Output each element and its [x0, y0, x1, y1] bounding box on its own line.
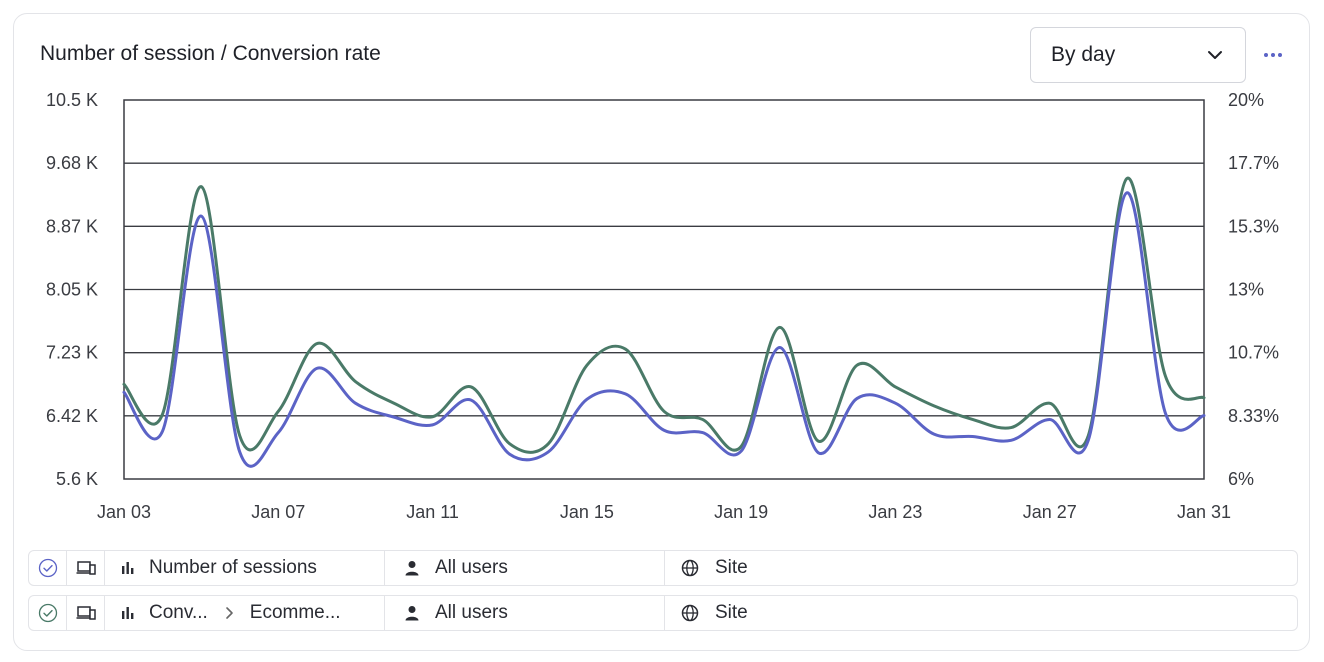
devices-icon — [76, 560, 96, 576]
metric-selector[interactable]: Number of sessions — [105, 551, 385, 585]
y-left-tick-label: 6.42 K — [46, 406, 98, 426]
bar-chart-icon — [121, 561, 135, 575]
check-circle-icon[interactable] — [38, 558, 58, 578]
y-right-tick-label: 8.33% — [1228, 406, 1279, 426]
scope-selector[interactable]: Site — [665, 596, 1297, 630]
scope-selector[interactable]: Site — [665, 551, 1297, 585]
series-line-sessions — [122, 191, 1206, 468]
x-tick-label: Jan 07 — [251, 502, 305, 522]
user-icon — [405, 560, 419, 576]
metric-selector[interactable]: Conv... Ecomme... — [105, 596, 385, 630]
segment-selector[interactable]: All users — [385, 551, 665, 585]
y-right-tick-label: 15.3% — [1228, 216, 1279, 236]
chevron-down-icon — [1205, 45, 1225, 65]
x-tick-label: Jan 27 — [1023, 502, 1077, 522]
x-tick-label: Jan 19 — [714, 502, 768, 522]
series-toggle[interactable] — [29, 551, 67, 585]
chevron-right-icon — [222, 606, 236, 620]
granularity-dropdown-value: By day — [1051, 43, 1116, 66]
chart-title: Number of session / Conversion rate — [40, 42, 381, 65]
bar-chart-icon — [121, 606, 135, 620]
x-tick-label: Jan 23 — [868, 502, 922, 522]
series-toggle[interactable] — [29, 596, 67, 630]
y-right-tick-label: 10.7% — [1228, 343, 1279, 363]
legend-row-sessions[interactable]: Number of sessions All users Site — [28, 550, 1298, 586]
y-right-tick-label: 6% — [1228, 469, 1254, 489]
devices-icon — [76, 605, 96, 621]
y-left-tick-label: 9.68 K — [46, 153, 98, 173]
more-horizontal-icon[interactable] — [1260, 44, 1286, 66]
segment-label: All users — [435, 602, 508, 623]
device-selector[interactable] — [67, 596, 105, 630]
y-right-tick-label: 17.7% — [1228, 153, 1279, 173]
check-circle-icon[interactable] — [38, 603, 58, 623]
segment-label: All users — [435, 557, 508, 578]
metric-label: Conv... — [149, 602, 208, 623]
x-tick-label: Jan 31 — [1177, 502, 1231, 522]
x-tick-label: Jan 15 — [560, 502, 614, 522]
x-tick-label: Jan 03 — [97, 502, 151, 522]
y-left-tick-label: 10.5 K — [46, 90, 98, 110]
device-selector[interactable] — [67, 551, 105, 585]
granularity-dropdown[interactable]: By day — [1030, 27, 1246, 83]
globe-icon — [681, 604, 699, 622]
user-icon — [405, 605, 419, 621]
y-right-tick-label: 13% — [1228, 280, 1264, 300]
y-left-tick-label: 8.05 K — [46, 280, 98, 300]
segment-selector[interactable]: All users — [385, 596, 665, 630]
metric-sub-label: Ecomme... — [249, 602, 341, 623]
line-chart: 10.5 K 20% 9.68 K 17.7% 8.87 K 15.3% 8.05 K 13%… — [46, 90, 1279, 522]
y-left-tick-label: 7.23 K — [46, 343, 98, 363]
globe-icon — [681, 559, 699, 577]
y-right-tick-label: 20% — [1228, 90, 1264, 110]
x-tick-label: Jan 11 — [406, 502, 459, 522]
metric-label: Number of sessions — [149, 557, 317, 578]
series-line-conversion-rate — [122, 176, 1206, 454]
y-left-tick-label: 5.6 K — [56, 469, 98, 489]
scope-label: Site — [715, 557, 748, 578]
scope-label: Site — [715, 602, 748, 623]
y-left-tick-label: 8.87 K — [46, 216, 98, 236]
chart-card — [13, 13, 1310, 651]
legend-row-conversion[interactable]: Conv... Ecomme... All users Site — [28, 595, 1298, 631]
